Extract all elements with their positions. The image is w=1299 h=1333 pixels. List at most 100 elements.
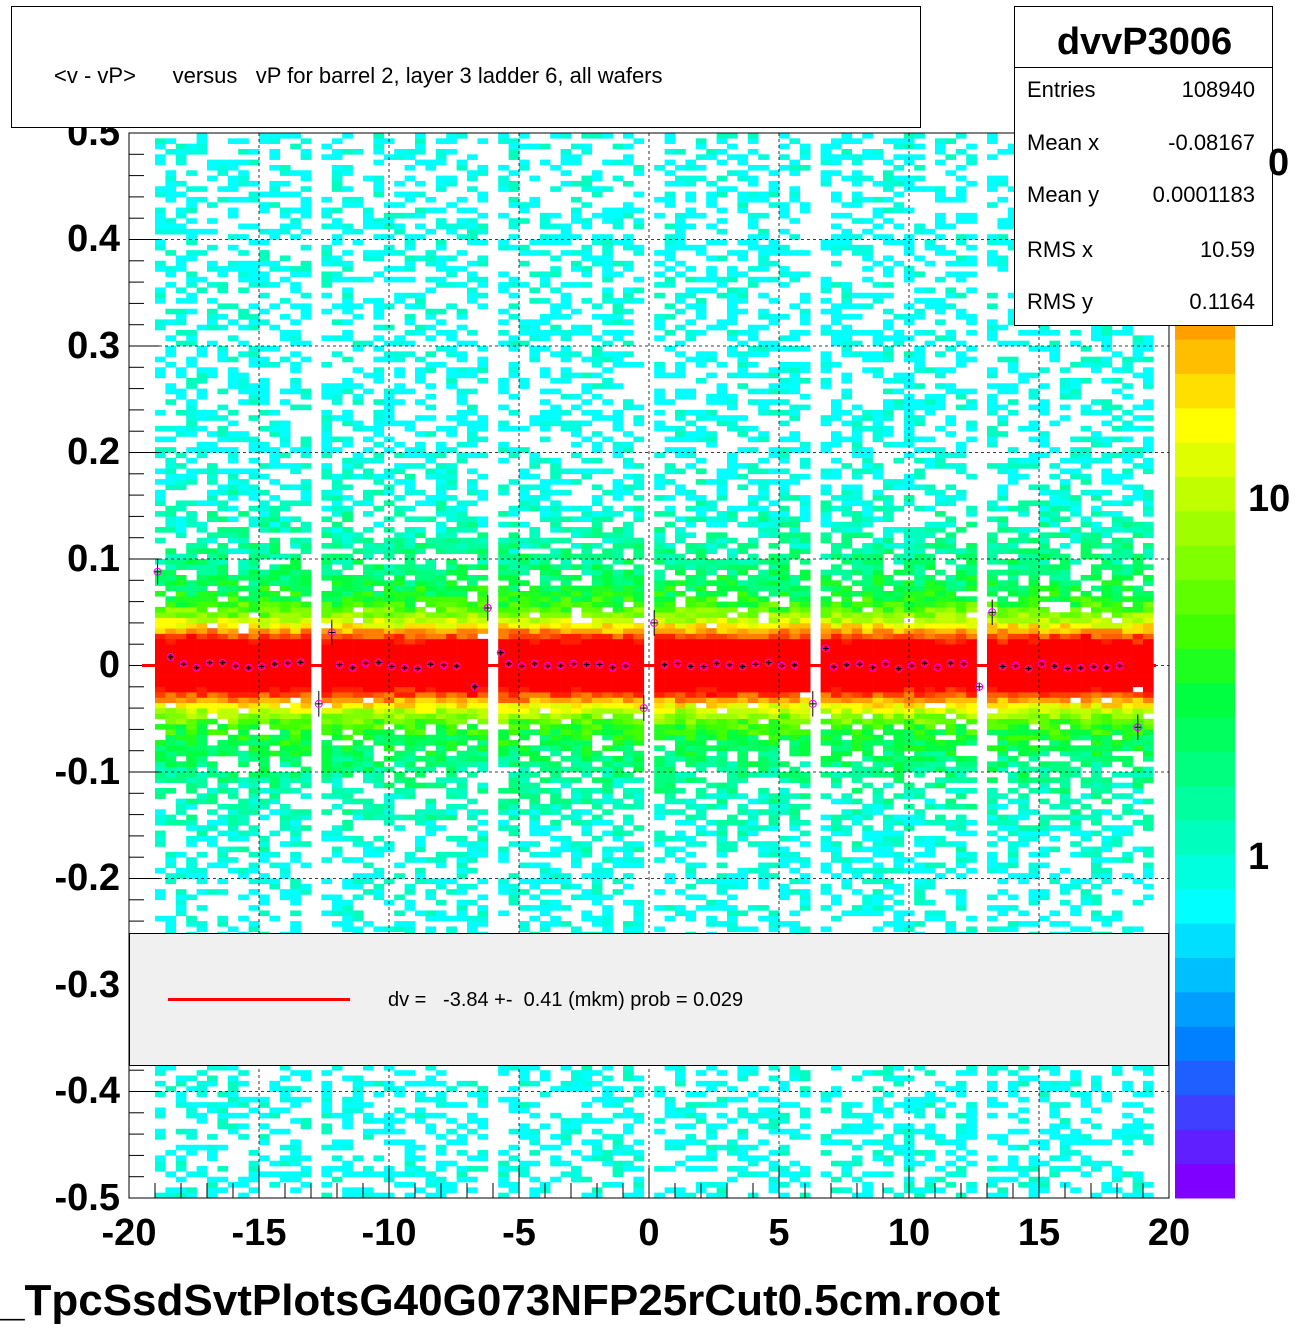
heatmap-cell — [415, 255, 426, 262]
heatmap-cell — [238, 1182, 249, 1188]
heatmap-cell — [529, 718, 541, 725]
heatmap-cell — [498, 543, 509, 549]
heatmap-cell — [331, 164, 343, 171]
heatmap-cell — [446, 644, 457, 650]
heatmap-cell — [227, 1091, 239, 1098]
heatmap-cell — [425, 670, 437, 677]
heatmap-cell — [519, 1064, 530, 1071]
heatmap-cell — [654, 596, 665, 602]
heatmap-cell — [342, 766, 353, 773]
heatmap-cell — [300, 708, 312, 714]
heatmap-cell — [581, 1155, 593, 1162]
heatmap-cell — [477, 138, 489, 144]
heatmap-cell — [591, 543, 603, 549]
heatmap-cell — [498, 447, 509, 453]
heatmap-cell — [394, 862, 405, 869]
heatmap-cell — [456, 569, 468, 576]
heatmap-cell — [477, 846, 489, 853]
heatmap-cell — [155, 186, 166, 192]
heatmap-cell — [456, 196, 468, 203]
heatmap-cell — [415, 638, 426, 645]
heatmap-cell — [394, 148, 405, 155]
heatmap-cell — [508, 521, 520, 528]
heatmap-cell — [456, 266, 468, 272]
heatmap-cell — [498, 484, 509, 491]
heatmap-cell — [456, 207, 468, 214]
heatmap-cell — [165, 772, 177, 778]
heatmap-cell — [633, 644, 645, 650]
heatmap-cell — [467, 915, 478, 922]
heatmap-cell — [196, 724, 208, 730]
heatmap-cell — [415, 873, 426, 879]
heatmap-cell — [352, 473, 364, 480]
heatmap-cell — [383, 878, 395, 885]
heatmap-cell — [227, 186, 239, 192]
heatmap-cell — [217, 676, 229, 682]
heatmap-cell — [612, 330, 624, 336]
heatmap-cell — [498, 681, 509, 688]
heatmap-cell — [352, 1192, 364, 1199]
heatmap-cell — [352, 346, 364, 352]
heatmap-cell — [238, 692, 249, 698]
heatmap-cell — [477, 255, 489, 262]
heatmap-cell — [290, 676, 301, 682]
heatmap-cell — [186, 622, 197, 629]
heatmap-cell — [435, 548, 447, 554]
heatmap-cell — [373, 574, 385, 581]
heatmap-cell — [435, 527, 447, 533]
heatmap-cell — [196, 1144, 208, 1151]
heatmap-cell — [633, 244, 645, 251]
heatmap-cell — [331, 175, 343, 182]
heatmap-cell — [227, 724, 239, 730]
heatmap-cell — [175, 729, 187, 736]
heatmap-cell — [654, 702, 665, 709]
heatmap-cell — [363, 436, 374, 443]
heatmap-cell — [165, 718, 177, 725]
heatmap-cell — [477, 841, 489, 847]
heatmap-cell — [290, 377, 301, 384]
heatmap-cell — [435, 500, 447, 507]
heatmap-cell — [571, 1123, 582, 1130]
heatmap-cell — [227, 835, 239, 842]
heatmap-cell — [394, 452, 405, 459]
heatmap-cell — [456, 851, 468, 858]
heatmap-cell — [508, 756, 520, 762]
heatmap-cell — [633, 601, 645, 608]
heatmap-cell — [435, 590, 447, 597]
heatmap-cell — [394, 1139, 405, 1146]
heatmap-cell — [331, 351, 343, 357]
heatmap-cell — [290, 686, 301, 693]
heatmap-cell — [155, 447, 166, 453]
heatmap-cell — [175, 479, 187, 485]
heatmap-cell — [508, 1144, 520, 1151]
heatmap-cell — [498, 740, 509, 746]
heatmap-cell — [227, 702, 239, 709]
heatmap-cell — [591, 819, 603, 826]
heatmap-cell — [591, 564, 603, 570]
heatmap-cell — [456, 441, 468, 448]
heatmap-cell — [217, 830, 229, 837]
heatmap-cell — [259, 846, 270, 853]
heatmap-cell — [425, 601, 437, 608]
heatmap-cell — [539, 569, 551, 576]
heatmap-cell — [633, 905, 645, 911]
heatmap-cell — [560, 708, 572, 714]
heatmap-cell — [383, 926, 395, 933]
heatmap-cell — [217, 196, 229, 203]
heatmap-cell — [279, 452, 291, 459]
heatmap-cell — [446, 692, 457, 698]
heatmap-cell — [560, 665, 572, 672]
heatmap-cell — [550, 740, 561, 746]
heatmap-cell — [571, 638, 582, 645]
heatmap-cell — [654, 409, 665, 416]
heatmap-cell — [560, 606, 572, 613]
heatmap-cell — [186, 814, 197, 821]
heatmap-cell — [342, 564, 353, 570]
heatmap-cell — [508, 154, 520, 160]
heatmap-cell — [290, 921, 301, 927]
heatmap-cell — [259, 138, 270, 144]
heatmap-cell — [342, 335, 353, 341]
heatmap-cell — [623, 574, 634, 581]
heatmap-cell — [550, 697, 561, 704]
heatmap-cell — [529, 713, 541, 720]
